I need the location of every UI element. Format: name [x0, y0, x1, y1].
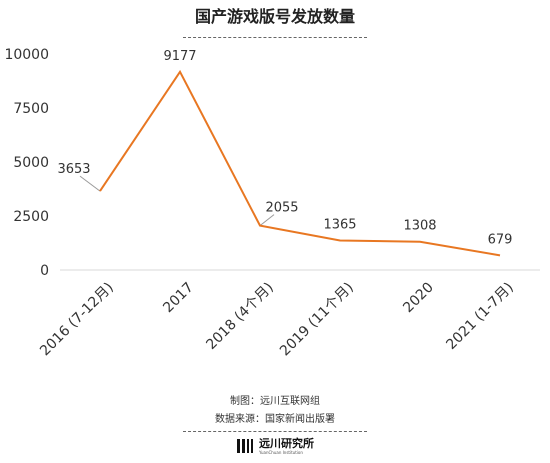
data-label: 1365: [323, 218, 356, 233]
footer-divider: [183, 431, 367, 432]
title-divider: [183, 37, 367, 38]
data-label: 1308: [403, 219, 436, 234]
brand: 远川研究所 YuanChuan Institution: [0, 437, 550, 455]
brand-logo-icon: [237, 439, 253, 453]
data-labels: 3653 9177 2055 1365 1308 679: [57, 49, 512, 248]
data-label: 9177: [163, 49, 196, 64]
label-leader-line: [79, 175, 101, 192]
data-label: 3653: [57, 162, 90, 177]
brand-name: 远川研究所: [259, 436, 314, 450]
y-tick-label: 10000: [4, 47, 49, 63]
x-tick-label: 2020: [400, 280, 437, 317]
y-tick-label: 0: [40, 263, 49, 279]
brand-subtitle: YuanChuan Institution: [259, 449, 303, 455]
x-tick-label: 2016 (7-12月): [37, 280, 117, 360]
label-leaders: [79, 175, 275, 227]
y-tick-label: 5000: [13, 155, 49, 171]
y-axis-ticks: 0 2500 5000 7500 10000: [4, 47, 49, 279]
x-axis-ticks: 2016 (7-12月) 2017 2018 (4个月) 2019 (11个月) 202…: [37, 280, 517, 360]
label-leader-line: [259, 214, 275, 227]
x-tick-label: 2019 (11个月): [277, 280, 357, 360]
x-tick-label: 2021 (1-7月): [443, 280, 516, 353]
data-label: 679: [488, 232, 513, 247]
chart-title: 国产游戏版号发放数量: [194, 7, 355, 26]
x-tick-label: 2017: [160, 280, 197, 317]
credit-text: 制图：远川互联网组: [230, 396, 320, 407]
y-tick-label: 2500: [13, 209, 49, 225]
data-label: 2055: [265, 201, 298, 216]
x-tick-label: 2018 (4个月): [203, 280, 276, 353]
y-tick-label: 7500: [13, 101, 49, 117]
line-chart: 0 2500 5000 7500 10000 3653 9177 2055 1365 1308 6…: [4, 47, 540, 360]
source-text: 数据来源：国家新闻出版署: [215, 414, 335, 425]
series-line: [99, 69, 501, 257]
